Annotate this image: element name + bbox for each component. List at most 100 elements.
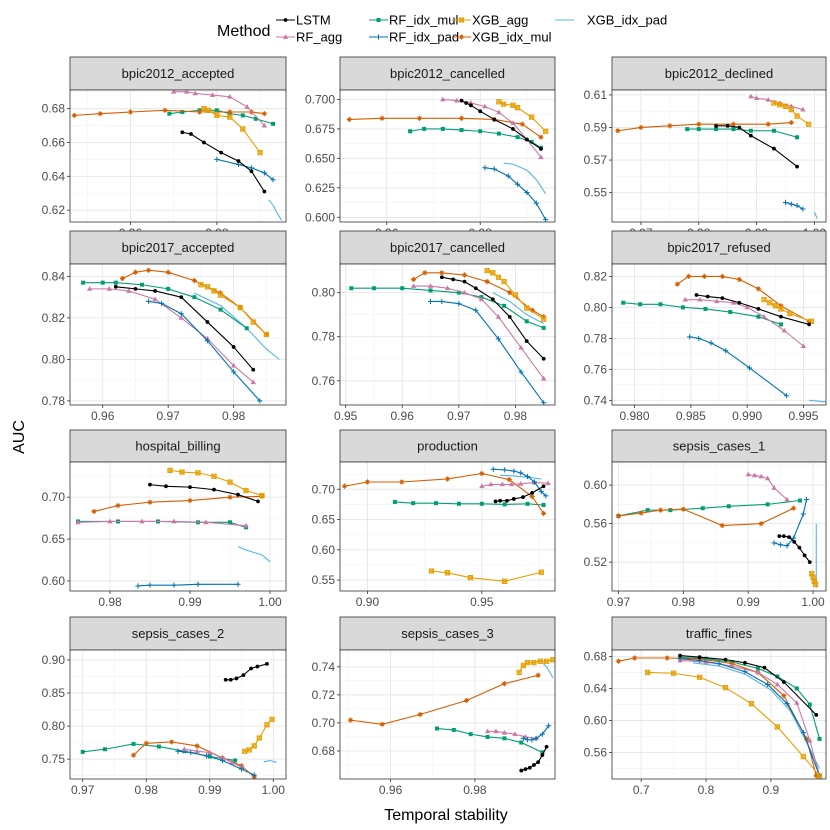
data-point-xgb-agg [512, 292, 519, 298]
data-point-rf-idx-mul [218, 307, 223, 312]
panel-border-bpic2017-cancelled [339, 263, 556, 406]
data-layer-sepsis-cases-1 [615, 471, 819, 589]
data-point-xgb-agg [227, 479, 233, 485]
data-point-rf-idx-mul [349, 286, 354, 291]
y-tick-label: 0.76 [584, 362, 608, 376]
data-point-rf-idx-mul [428, 288, 433, 293]
data-point-lstm [525, 137, 529, 142]
data-point-xgb-agg [490, 270, 496, 276]
series-rf-idx-mul [434, 726, 545, 755]
x-tick-label: 0.97 [71, 783, 95, 797]
series-xgb-idx-pad [503, 162, 547, 195]
x-tick-label: 0.96 [91, 409, 115, 423]
strip-sepsis-cases-2 [69, 616, 287, 651]
series-line-xgb-idx-mul [74, 109, 265, 116]
y-tick-label: 0.55 [312, 573, 336, 587]
data-point-rf-agg [744, 304, 750, 310]
panel-border-bpic2017-refused [611, 263, 827, 406]
y-tick-label: 0.74 [584, 393, 608, 407]
legend-marker-lstm [283, 18, 288, 22]
data-point-rf-idx-mul [540, 750, 545, 755]
data-point-xgb-idx-mul [132, 269, 139, 275]
data-point-lstm [748, 133, 753, 138]
panel-border-traffic-fines [611, 649, 827, 780]
series-xgb-agg [242, 716, 275, 754]
data-point-rf-agg [454, 97, 460, 103]
data-point-rf-idx-pad [251, 772, 257, 778]
data-point-rf-idx-mul [529, 139, 534, 144]
series-line-rf-agg [685, 299, 804, 347]
data-point-xgb-agg [501, 278, 507, 285]
series-xgb-idx-pad [263, 759, 277, 763]
data-point-rf-idx-mul [240, 113, 245, 118]
x-tick-label: 0.995 [788, 409, 818, 423]
data-point-xgb-idx-mul [165, 269, 171, 275]
series-rf-idx-pad [214, 156, 276, 183]
y-tick-label: 0.59 [584, 120, 608, 134]
data-point-lstm [544, 744, 549, 749]
data-point-lstm [265, 661, 269, 666]
data-point-rf-agg [745, 471, 751, 477]
y-axis-title: AUC [11, 420, 28, 454]
strip-bpic2012-accepted [69, 56, 287, 91]
data-point-rf-agg [183, 90, 190, 94]
panel-bg-traffic-fines [612, 650, 826, 779]
data-point-rf-agg [106, 286, 112, 291]
strip-title-traffic-fines: traffic_fines [686, 626, 753, 641]
data-point-rf-agg [229, 759, 235, 765]
data-point-rf-agg [758, 473, 764, 479]
data-point-rf-idx-pad [270, 177, 276, 183]
series-rf-idx-mul [349, 286, 546, 330]
data-point-rf-idx-mul [502, 303, 507, 308]
data-point-rf-idx-pad [778, 542, 784, 548]
data-point-rf-agg [170, 90, 177, 94]
data-point-xgb-agg [495, 274, 502, 280]
data-point-rf-idx-pad [204, 338, 211, 344]
data-point-rf-agg [192, 90, 198, 96]
data-point-xgb-agg [722, 685, 729, 691]
data-point-rf-idx-mul [755, 666, 760, 671]
y-tick-label: 0.64 [584, 681, 608, 695]
data-point-rf-agg [427, 283, 434, 288]
data-point-rf-agg [755, 669, 761, 675]
data-point-rf-idx-pad [539, 731, 545, 737]
data-point-xgb-idx-mul [813, 773, 819, 779]
data-point-rf-idx-mul [140, 282, 144, 287]
data-point-xgb-agg [520, 662, 527, 669]
data-point-rf-agg [501, 729, 508, 735]
data-point-xgb-idx-mul [91, 508, 97, 515]
x-tick-label: 0.7 [633, 783, 650, 797]
data-point-rf-idx-mul [658, 302, 663, 307]
panel-border-bpic2012-accepted [69, 89, 287, 223]
data-point-rf-idx-mul [192, 295, 197, 300]
data-point-rf-idx-mul [371, 286, 376, 291]
data-point-rf-idx-pad [439, 298, 445, 305]
x-tick-label: 0.96 [391, 409, 415, 423]
data-point-rf-idx-pad [219, 757, 226, 764]
data-point-xgb-agg [645, 669, 651, 676]
data-point-lstm [532, 763, 536, 767]
data-point-rf-idx-mul [638, 302, 643, 307]
data-point-xgb-idx-mul [463, 697, 470, 704]
data-point-lstm [231, 345, 236, 349]
data-point-rf-idx-pad [135, 583, 141, 589]
data-point-rf-idx-pad [175, 748, 181, 754]
data-point-rf-idx-mul [180, 110, 185, 114]
data-point-rf-agg [410, 283, 417, 288]
data-point-lstm [511, 126, 515, 131]
data-point-lstm [255, 664, 260, 669]
legend-label-rf-idx-mul: RF_idx_mul [389, 13, 458, 28]
data-point-rf-agg [540, 375, 547, 381]
data-point-xgb-idx-mul [615, 658, 622, 664]
series-line-rf-agg [89, 288, 254, 383]
legend-label-rf-idx-pad: RF_idx_pad [389, 30, 459, 45]
y-tick-label: 0.80 [42, 719, 66, 733]
series-xgb-idx-pad [500, 474, 542, 480]
series-rf-idx-pad [427, 298, 547, 405]
series-rf-idx-pad [490, 466, 549, 499]
legend-marker-xgb-agg [458, 17, 465, 23]
series-line-xgb-idx-mul [344, 472, 545, 514]
strip-sepsis-cases-1 [611, 429, 827, 463]
data-point-lstm [464, 101, 469, 105]
data-point-rf-idx-mul [434, 501, 439, 506]
